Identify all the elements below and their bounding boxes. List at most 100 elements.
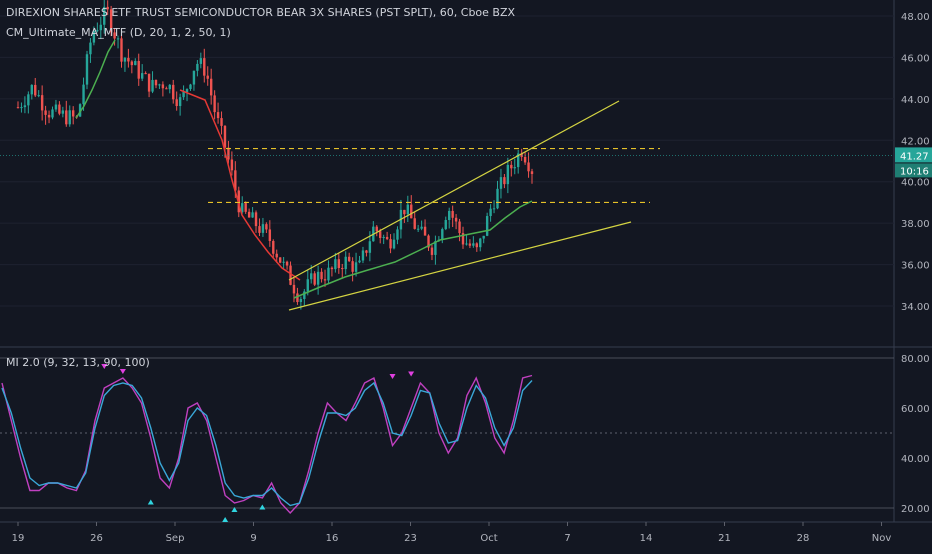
price-tick-label: 42.00 — [901, 136, 930, 147]
candle-body — [475, 243, 479, 248]
candle-body — [265, 224, 268, 230]
candle-body — [227, 147, 230, 160]
candle-body — [530, 171, 534, 174]
candle — [261, 217, 265, 237]
candle — [151, 71, 154, 94]
candle-body — [106, 6, 109, 10]
price-pane[interactable] — [0, 0, 894, 311]
candle-body — [306, 279, 309, 292]
candle-body — [61, 110, 65, 114]
candle-body — [296, 293, 299, 303]
candle — [140, 64, 144, 82]
candle — [230, 151, 234, 176]
candle — [206, 66, 209, 86]
candle — [527, 152, 530, 178]
candle — [99, 16, 102, 40]
candle-body — [216, 112, 220, 119]
candle — [65, 100, 68, 127]
candle-body — [368, 241, 372, 253]
time-tick-label: 23 — [404, 533, 417, 544]
candle-body — [520, 153, 523, 157]
candle — [168, 83, 171, 94]
candle — [430, 244, 434, 261]
candle-body — [34, 84, 37, 96]
time-tick-label: Nov — [872, 533, 892, 544]
candle-body — [203, 58, 206, 76]
candle — [510, 160, 513, 177]
time-tick-label: 26 — [90, 533, 103, 544]
candle — [517, 149, 520, 174]
candle — [347, 252, 351, 263]
candle-body — [172, 84, 175, 100]
candle-body — [282, 261, 285, 263]
candle-body — [127, 57, 130, 62]
candle-body — [58, 104, 61, 114]
candle-body — [192, 70, 196, 85]
candle — [158, 83, 161, 89]
candle-body — [116, 38, 120, 40]
candle — [85, 50, 89, 90]
price-tick-label: 36.00 — [901, 261, 930, 272]
candle-body — [354, 262, 358, 272]
candle-body — [420, 226, 423, 229]
current-price-badge — [895, 147, 932, 163]
candle-body — [503, 177, 506, 185]
oscillator-pane[interactable] — [0, 357, 894, 522]
candle-body — [434, 241, 437, 255]
candle — [23, 96, 27, 114]
candle — [61, 106, 65, 118]
candle — [458, 218, 461, 242]
candle — [20, 102, 23, 113]
candle-body — [268, 229, 272, 241]
candle — [323, 269, 327, 287]
candle — [247, 208, 251, 218]
mi-indicator-label[interactable]: MI 2.0 (9, 32, 13, 90, 100) — [6, 356, 150, 369]
candle — [496, 180, 499, 210]
candle-body — [130, 61, 134, 66]
candle-body — [310, 273, 313, 280]
candle-body — [185, 89, 189, 93]
candle — [47, 110, 51, 124]
candle — [434, 235, 437, 265]
time-tick-label: 14 — [640, 533, 653, 544]
candle-body — [103, 6, 106, 25]
candle-body — [458, 221, 461, 234]
candle-body — [161, 84, 165, 89]
candle-body — [27, 94, 30, 106]
trendline-upper[interactable] — [288, 100, 620, 281]
candle — [265, 222, 268, 234]
candle-body — [465, 243, 468, 245]
candle — [341, 263, 344, 278]
candle-body — [489, 208, 492, 217]
candle-body — [223, 125, 227, 148]
osc-tick-label: 20.00 — [901, 504, 930, 515]
candle — [316, 265, 320, 295]
candle-body — [461, 233, 465, 245]
candle — [313, 271, 316, 287]
candle — [444, 216, 447, 231]
osc-tick-label: 80.00 — [901, 354, 930, 365]
ma-green-line-lower — [293, 200, 533, 299]
candle-body — [89, 42, 92, 55]
candle-body — [365, 250, 368, 253]
ma-green-line-upper — [75, 39, 116, 119]
chart-title: DIREXION SHARES ETF TRUST SEMICONDUCTOR … — [6, 6, 516, 19]
candle-body — [472, 243, 475, 246]
trendline-lower[interactable] — [288, 221, 632, 311]
candle — [372, 221, 375, 242]
ma-indicator-label[interactable]: CM_Ultimate_MA_MTF (D, 20, 1, 2, 50, 1) — [6, 26, 231, 39]
candle-body — [68, 110, 71, 125]
candle-body — [154, 79, 158, 86]
candle — [292, 277, 296, 303]
candle-body — [444, 220, 447, 230]
candle — [382, 234, 385, 245]
candle-body — [44, 110, 47, 115]
candle-body — [189, 84, 192, 90]
price-tick-label: 48.00 — [901, 12, 930, 23]
osc-signal-marker-bottom — [259, 504, 266, 510]
candle-body — [430, 247, 434, 255]
time-tick-label: 9 — [250, 533, 256, 544]
candle — [427, 234, 430, 251]
candle-body — [316, 271, 320, 285]
